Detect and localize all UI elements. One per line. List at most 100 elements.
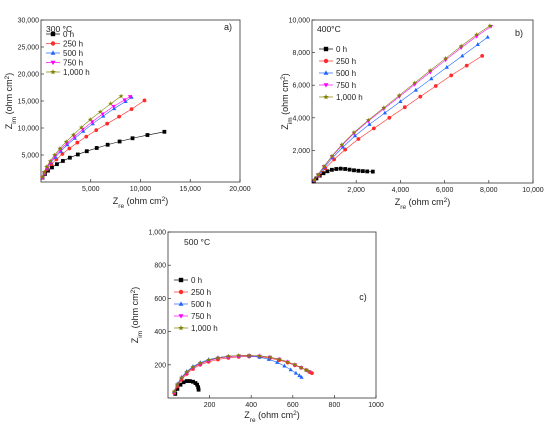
- y-tick-label: 200: [154, 362, 166, 369]
- data-point: [370, 169, 375, 174]
- data-point: [352, 168, 356, 173]
- data-point: [94, 128, 99, 133]
- chart-panel: 5,000 10,000 15,000 20,000 5,000 10,000 15,000…: [4, 18, 251, 210]
- data-point: [282, 363, 287, 368]
- data-point: [55, 162, 59, 167]
- data-point: [396, 92, 402, 98]
- legend-label: 250 h: [63, 40, 83, 49]
- data-point: [123, 99, 128, 104]
- data-point: [381, 105, 387, 110]
- legend-label: 1,000 h: [63, 68, 90, 77]
- data-point: [236, 352, 242, 358]
- data-point: [413, 87, 418, 92]
- data-point: [162, 129, 167, 134]
- data-point: [429, 76, 434, 81]
- data-point: [365, 117, 371, 123]
- y-tick-label: 4,000: [292, 115, 310, 122]
- legend-marker: [50, 50, 56, 55]
- data-point: [292, 362, 298, 367]
- data-point: [340, 144, 346, 149]
- legend-marker: [50, 60, 56, 66]
- data-point: [293, 370, 299, 375]
- data-point: [433, 84, 438, 88]
- data-point: [418, 94, 423, 99]
- data-point: [111, 104, 116, 109]
- legend-label: 0 h: [336, 45, 347, 54]
- series-4: [171, 352, 312, 394]
- data-point: [181, 380, 186, 385]
- y-tick-label: 600: [154, 296, 166, 303]
- data-point: [356, 137, 361, 141]
- plot-frame: [311, 19, 534, 184]
- data-point: [288, 367, 293, 372]
- data-point: [225, 353, 231, 359]
- data-point: [343, 167, 348, 171]
- data-point: [171, 389, 177, 394]
- data-point: [347, 167, 352, 172]
- data-point: [117, 114, 122, 119]
- y-tick-label: 25,000: [18, 45, 40, 52]
- data-point: [444, 64, 449, 69]
- legend-label: 1,000 h: [336, 93, 363, 102]
- data-point: [142, 98, 147, 103]
- data-point: [334, 167, 339, 171]
- data-point: [298, 364, 304, 370]
- data-point: [41, 169, 47, 175]
- data-point: [44, 164, 50, 169]
- x-axis-label: Zre (ohm cm2): [395, 197, 450, 211]
- data-point: [129, 107, 134, 111]
- data-point: [117, 139, 122, 144]
- data-point: [338, 166, 343, 171]
- data-point: [299, 374, 304, 379]
- data-point: [187, 379, 192, 383]
- series-3: [172, 354, 312, 395]
- data-point: [70, 132, 76, 137]
- data-point: [329, 167, 334, 172]
- x-tick-label: 1000: [368, 402, 384, 409]
- data-point: [367, 122, 372, 126]
- data-point: [325, 169, 330, 174]
- plot-frame: [167, 231, 377, 399]
- data-point: [464, 63, 469, 68]
- data-point: [195, 382, 200, 387]
- data-point: [105, 121, 110, 126]
- data-point: [276, 356, 282, 362]
- data-point: [81, 128, 86, 133]
- x-tick-label: 10,000: [130, 186, 152, 193]
- data-point: [443, 55, 449, 61]
- legend-label: 0 h: [63, 30, 74, 39]
- data-point: [75, 140, 80, 145]
- legend-marker: [323, 58, 329, 64]
- x-tick-label: 2,000: [347, 187, 365, 194]
- data-point: [475, 42, 480, 46]
- data-point: [101, 113, 106, 118]
- y-tick-label: 6,000: [292, 83, 310, 90]
- data-point: [427, 67, 433, 73]
- data-point: [460, 53, 465, 58]
- legend-label: 500 h: [63, 49, 83, 58]
- x-axis-label: Zre (ohm cm2): [244, 410, 299, 424]
- data-point: [321, 171, 326, 176]
- data-point: [127, 95, 133, 99]
- series-0: [40, 129, 167, 180]
- series-4: [311, 23, 493, 183]
- data-point: [306, 368, 312, 374]
- data-point: [184, 369, 190, 375]
- y-tick-label: 1,000: [148, 230, 166, 237]
- y-tick-label: 15,000: [18, 99, 40, 106]
- series-line: [42, 95, 122, 178]
- legend-marker: [178, 325, 184, 331]
- legend-marker: [323, 83, 329, 88]
- data-point: [303, 367, 309, 372]
- data-point: [353, 133, 358, 138]
- series-0: [311, 166, 375, 184]
- legend-label: 250 h: [336, 57, 356, 66]
- x-tick-label: 800: [329, 402, 341, 409]
- y-tick-label: 10,000: [18, 126, 40, 133]
- data-point: [90, 121, 95, 126]
- x-tick-label: 10,000: [522, 187, 544, 194]
- y-tick-label: 10,000: [289, 18, 311, 25]
- data-point: [351, 129, 357, 135]
